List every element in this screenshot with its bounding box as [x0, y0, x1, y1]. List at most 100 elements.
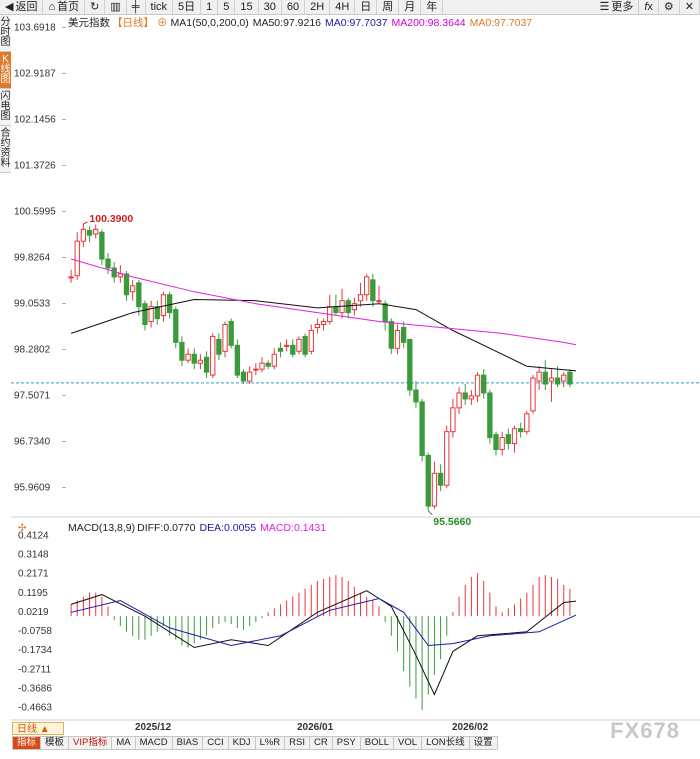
candle-type-button[interactable]: ╪	[127, 0, 146, 14]
candle-body-74	[524, 413, 530, 433]
side-tab-2[interactable]: 闪电图	[0, 89, 11, 126]
legend-ma50: MA50:97.9216	[253, 17, 321, 29]
period-tab-8[interactable]: 4H	[330, 0, 356, 14]
gear-icon: ⚙	[663, 1, 674, 13]
period-tab-11[interactable]: 月	[399, 0, 422, 14]
indicator-tab-7[interactable]: KDJ	[228, 736, 256, 750]
candle-body-5	[99, 231, 105, 260]
legend-ma200: MA200:98.3644	[392, 17, 466, 29]
side-tab-1[interactable]: K线图	[0, 52, 11, 89]
candle-body-69	[493, 434, 499, 451]
candle-body-29	[247, 371, 253, 382]
candle-body-0	[68, 276, 74, 279]
indicator-tab-4[interactable]: MACD	[135, 736, 173, 750]
macd-legend-macd: MACD:0.1431	[260, 522, 326, 534]
period-tab-5[interactable]: 30	[259, 0, 282, 14]
candle-body-28	[240, 371, 247, 382]
candle-body-55	[407, 338, 413, 391]
candle-body-8	[117, 273, 124, 278]
x-label-2: 2026/02	[452, 722, 489, 733]
indicator-tab-2[interactable]: VIP指标	[69, 736, 113, 750]
more-button[interactable]: ☰ 更多	[594, 0, 640, 14]
indicator-tab-5[interactable]: BIAS	[172, 736, 204, 750]
indicator-tab-12[interactable]: BOLL	[360, 736, 395, 750]
indicator-tab-3[interactable]: MA	[112, 736, 136, 750]
candle-body-66	[474, 374, 481, 397]
period-button[interactable]: 日线 ▲	[12, 722, 64, 735]
macd-legend: MACD(13,8,9) DIFF:0.0770 DEA:0.0055 MACD:0.…	[68, 522, 326, 534]
candle-body-65	[468, 395, 475, 400]
period-tab-2[interactable]: 1	[201, 0, 219, 14]
side-tabs: 分时图 K线图 闪电图 合约资料	[0, 15, 11, 173]
main-y-tick-10: 95.9609	[14, 483, 51, 494]
candle-body-53	[394, 329, 401, 349]
candle-body-60	[437, 472, 444, 486]
indicator-tab-1[interactable]: 模板	[41, 736, 70, 750]
back-button[interactable]: ◀ 返回	[0, 0, 44, 14]
macd-y-tick-7: -0.2711	[18, 664, 52, 675]
candle-body-47	[357, 294, 364, 302]
candle-body-16	[166, 294, 173, 314]
settings-button[interactable]: ⚙	[659, 0, 680, 14]
candle-body-58	[425, 454, 431, 507]
period-tab-0[interactable]: tick	[146, 0, 174, 14]
period-tab-4[interactable]: 15	[235, 0, 259, 14]
low-marker	[427, 510, 433, 516]
candle-body-48	[364, 276, 370, 296]
candles: 100.3900 95.5660	[68, 213, 577, 528]
candle-body-63	[456, 392, 462, 409]
candle-body-73	[517, 428, 524, 433]
indicator-tab-13[interactable]: VOL	[394, 736, 423, 750]
chart-type-button[interactable]: ▥	[105, 0, 127, 14]
side-tab-3[interactable]: 合约资料	[0, 126, 11, 173]
close-button[interactable]: ✕	[680, 0, 700, 14]
candle-body-46	[351, 303, 358, 311]
side-tab-0[interactable]: 分时图	[0, 15, 11, 52]
macd-y-tick-3: 0.1195	[18, 588, 48, 599]
candle-body-34	[277, 347, 284, 352]
candle-body-11	[136, 282, 142, 308]
candle-body-80	[561, 374, 567, 382]
legend-name: 美元指数	[68, 16, 110, 29]
macd-y-tick-5: -0.0758	[18, 626, 52, 637]
candle-body-79	[554, 377, 561, 385]
fx-button[interactable]: fx	[639, 0, 659, 14]
indicator-tab-6[interactable]: CCI	[203, 736, 229, 750]
candle-body-9	[123, 273, 130, 296]
period-tab-7[interactable]: 2H	[305, 0, 331, 14]
period-tab-9[interactable]: 日	[355, 0, 378, 14]
period-tab-3[interactable]: 5	[218, 0, 236, 14]
legend-period: 【日线】	[112, 16, 154, 29]
refresh-button[interactable]: ↻	[85, 0, 106, 14]
legend-ma0: MA0:97.7037	[325, 17, 388, 29]
macd-legend-name: MACD(13,8,9)	[68, 522, 135, 534]
ma200-line	[70, 258, 577, 346]
period-tab-1[interactable]: 5日	[173, 0, 202, 14]
indicator-tab-0[interactable]: 指标	[12, 736, 42, 750]
candle-body-36	[290, 344, 296, 355]
candlestick-icon: ╪	[131, 1, 140, 13]
main-y-tick-0: 103.6918	[14, 22, 56, 33]
candle-body-32	[265, 362, 271, 367]
main-y-tick-6: 99.0533	[14, 298, 51, 309]
main-grid	[11, 26, 700, 721]
period-tab-12[interactable]: 年	[421, 0, 444, 14]
indicator-tab-15[interactable]: 设置	[469, 736, 498, 750]
period-tab-6[interactable]: 60	[282, 0, 306, 14]
main-legend: 美元指数 【日线】 ⊕ MA1(50,0,200,0) MA50:97.9216 MA0:…	[68, 16, 532, 29]
candle-body-4	[93, 228, 99, 235]
macd-y-tick-4: 0.0219	[18, 607, 49, 618]
candle-body-61	[444, 431, 450, 486]
period-tab-10[interactable]: 周	[377, 0, 400, 14]
candle-body-68	[487, 392, 493, 439]
macd-settings-icon[interactable]: ✣	[18, 523, 26, 534]
indicator-tab-10[interactable]: CR	[310, 736, 333, 750]
candle-body-71	[505, 434, 511, 445]
indicator-tab-9[interactable]: RSI	[285, 736, 310, 750]
legend-settings-icon[interactable]: ⊕	[157, 17, 168, 29]
indicator-tab-11[interactable]: PSY	[332, 736, 361, 750]
indicator-tab-8[interactable]: L%R	[255, 736, 286, 750]
home-button[interactable]: ⌂ 首页	[43, 0, 86, 14]
caret-up-icon: ▲	[39, 724, 50, 735]
indicator-tab-14[interactable]: LON长线	[422, 736, 470, 750]
